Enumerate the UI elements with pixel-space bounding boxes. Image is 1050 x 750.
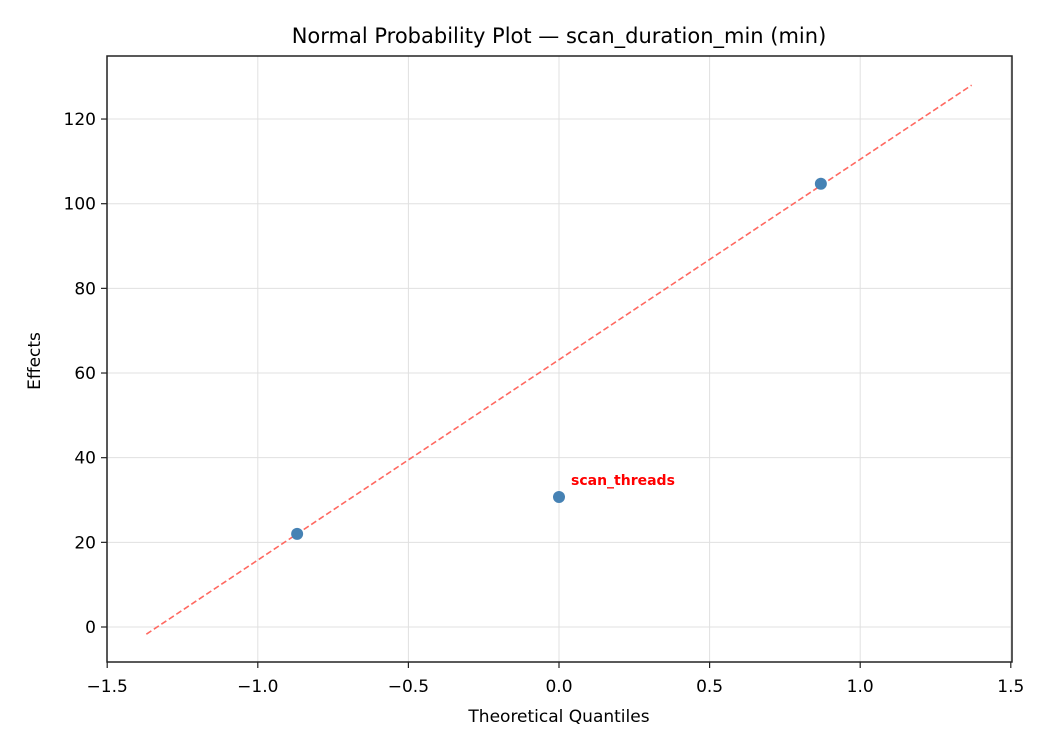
y-axis-ticks: 0 20 40 60 80 100 120 bbox=[64, 110, 107, 638]
y-tick-label: 80 bbox=[74, 279, 96, 299]
x-tick-label: −0.5 bbox=[388, 677, 429, 697]
x-axis-label: Theoretical Quantiles bbox=[467, 707, 649, 727]
y-tick-label: 100 bbox=[64, 195, 96, 215]
data-point bbox=[814, 177, 827, 190]
y-tick-label: 0 bbox=[85, 618, 96, 638]
y-tick-label: 20 bbox=[74, 533, 96, 553]
x-tick-label: 1.0 bbox=[847, 677, 874, 697]
annotations: scan_threads bbox=[571, 473, 675, 489]
reference-line bbox=[145, 84, 973, 635]
x-tick-label: −1.5 bbox=[87, 677, 128, 697]
grid bbox=[106, 56, 1012, 662]
data-point bbox=[553, 491, 565, 504]
y-tick-label: 120 bbox=[64, 110, 96, 130]
x-axis-ticks: −1.5 −1.0 −0.5 0.0 0.5 1.0 1.5 bbox=[87, 662, 1024, 697]
data-points bbox=[291, 177, 827, 540]
x-tick-label: 0.0 bbox=[545, 677, 572, 697]
y-tick-label: 60 bbox=[74, 364, 96, 384]
x-tick-label: 0.5 bbox=[696, 677, 723, 697]
data-point bbox=[291, 527, 304, 540]
chart-title: Normal Probability Plot — scan_duration_… bbox=[292, 24, 827, 49]
y-axis-label: Effects bbox=[25, 332, 45, 390]
point-annotation: scan_threads bbox=[571, 473, 675, 489]
x-tick-label: 1.5 bbox=[997, 677, 1024, 697]
y-tick-label: 40 bbox=[74, 449, 96, 469]
x-tick-label: −1.0 bbox=[237, 677, 278, 697]
